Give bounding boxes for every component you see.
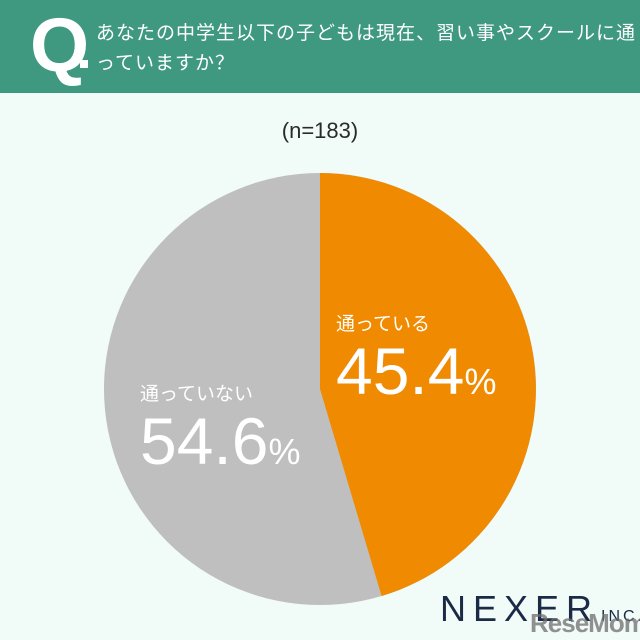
q-mark: Q — [30, 3, 89, 88]
question-header: Q あなたの中学生以下の子どもは現在、習い事やスクールに通っていますか？ — [0, 0, 640, 93]
label-not-attending: 通っていない 54.6% — [140, 382, 300, 487]
label-attending: 通っている 45.4% — [336, 312, 496, 417]
question-text: あなたの中学生以下の子どもは現在、習い事やスクールに通っていますか？ — [96, 22, 637, 74]
attending-value: 45.4% — [336, 334, 497, 408]
resemom-watermark: ReseMom — [530, 608, 640, 638]
not-attending-name: 通っていない — [140, 383, 254, 405]
slice-attending — [320, 173, 536, 596]
attending-name: 通っている — [336, 313, 431, 335]
sample-size: (n=183) — [281, 118, 359, 143]
q-dot — [80, 60, 88, 68]
not-attending-value: 54.6% — [140, 404, 301, 478]
